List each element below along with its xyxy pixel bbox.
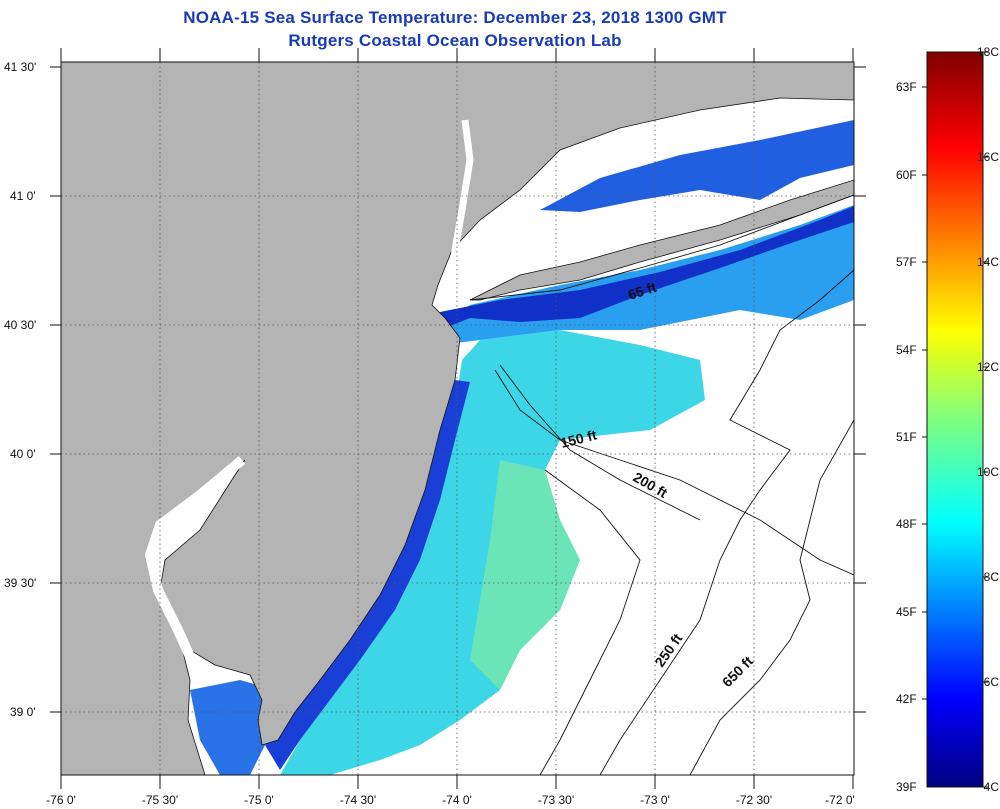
bathymetry-contours (469, 194, 854, 775)
lat-label: 39 0' (10, 705, 36, 719)
colorbar-f-label: 60F (896, 168, 917, 182)
map-title: NOAA-15 Sea Surface Temperature: Decembe… (183, 8, 727, 27)
lat-label: 40 0' (10, 447, 36, 461)
colorbar-f-label: 39F (896, 780, 917, 794)
lon-label: -74 30' (340, 793, 376, 807)
colorbar-c-label: 14C (977, 255, 999, 269)
colorbar-f-label: 57F (896, 255, 917, 269)
colorbar-f-label: 48F (896, 517, 917, 531)
graticule (61, 62, 854, 775)
frame-ticks (50, 48, 866, 789)
lat-label: 41 30' (4, 60, 36, 74)
colorbar-c-label: 6C (984, 675, 1000, 689)
sst-nj-coastal-blue (265, 380, 470, 770)
colorbar-f-label: 42F (896, 692, 917, 706)
lon-label: -72 30' (736, 793, 772, 807)
colorbar-c-label: 16C (977, 150, 999, 164)
sst-long-island-sound (540, 120, 854, 212)
colorbar-f-label: 51F (896, 430, 917, 444)
map-subtitle: Rutgers Coastal Ocean Observation Lab (288, 31, 622, 50)
lon-label: -73 0' (640, 793, 670, 807)
lat-label: 40 30' (4, 318, 36, 332)
lon-label: -76 0' (46, 793, 76, 807)
delaware-river (144, 456, 246, 671)
sst-li-coastal-blue (440, 206, 854, 330)
colorbar-ticks (922, 51, 988, 788)
colorbar-c-label: 4C (984, 780, 1000, 794)
colorbar (926, 51, 984, 788)
lat-label: 41 0' (10, 189, 36, 203)
colorbar-f-label: 45F (896, 605, 917, 619)
land-long-island (469, 179, 854, 301)
sst-delaware-bay (190, 680, 275, 775)
colorbar-c-label: 10C (977, 465, 999, 479)
colorbar-f-label: 63F (896, 80, 917, 94)
colorbar-f-label: 54F (896, 343, 917, 357)
lat-label: 39 30' (4, 576, 36, 590)
lon-label: -72 0' (825, 793, 855, 807)
colorbar-c-label: 12C (977, 360, 999, 374)
lon-label: -75 0' (244, 793, 274, 807)
lon-label: -75 30' (142, 793, 178, 807)
hudson-river (446, 119, 474, 291)
lon-label: -73 30' (538, 793, 574, 807)
map-area: 65 ft 150 ft 200 ft 250 ft 650 ft (61, 62, 854, 775)
lon-label: -74 0' (442, 793, 472, 807)
colorbar-c-label: 18C (977, 45, 999, 59)
colorbar-c-label: 8C (984, 570, 1000, 584)
sst-nj-greenish (470, 460, 580, 690)
